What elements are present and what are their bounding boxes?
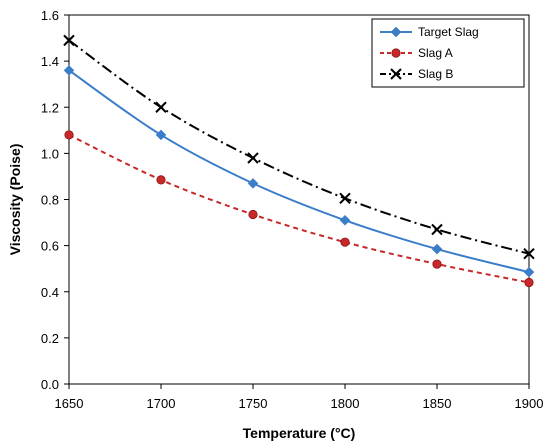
data-point-target-slag bbox=[523, 266, 535, 278]
legend-item-slag-b: Slag B bbox=[380, 67, 453, 81]
y-tick-label: 0.4 bbox=[41, 285, 59, 300]
data-point-slag-a bbox=[156, 175, 166, 185]
series-slag-b bbox=[63, 34, 535, 260]
data-point-target-slag bbox=[155, 129, 167, 141]
series-line-slag-b bbox=[68, 39, 530, 255]
y-tick-label: 1.0 bbox=[41, 146, 59, 161]
data-point-slag-b bbox=[247, 152, 259, 164]
x-tick-label: 1750 bbox=[239, 396, 268, 411]
series-line-slag-a bbox=[68, 134, 530, 284]
legend-swatch-marker bbox=[390, 68, 402, 80]
x-tick-label: 1900 bbox=[515, 396, 544, 411]
x-tick-label: 1800 bbox=[331, 396, 360, 411]
data-point-slag-a bbox=[340, 237, 350, 247]
data-point-target-slag bbox=[63, 64, 75, 76]
y-tick-label: 0.6 bbox=[41, 239, 59, 254]
legend-label: Target Slag bbox=[418, 25, 479, 39]
data-point-slag-a bbox=[432, 259, 442, 269]
x-tick-label: 1700 bbox=[147, 396, 176, 411]
legend: Target Slag Slag A Slag B bbox=[371, 18, 525, 88]
x-tick-label: 1850 bbox=[423, 396, 452, 411]
legend-item-slag-a: Slag A bbox=[380, 46, 453, 60]
y-tick-label: 0.8 bbox=[41, 193, 59, 208]
series-slag-a bbox=[64, 130, 534, 288]
x-axis-title: Temperature (°C) bbox=[243, 425, 356, 441]
data-point-target-slag bbox=[339, 214, 351, 226]
data-point-slag-a bbox=[524, 277, 534, 288]
data-point-target-slag bbox=[247, 178, 259, 189]
legend-swatch-marker bbox=[391, 48, 401, 58]
y-tick-label: 1.2 bbox=[41, 100, 59, 115]
series-target-slag bbox=[63, 64, 535, 278]
data-point-slag-a bbox=[64, 130, 74, 140]
series-line-target-slag bbox=[68, 69, 530, 274]
y-axis-title: Viscosity (Poise) bbox=[7, 144, 23, 256]
y-tick-label: 0.2 bbox=[41, 331, 59, 346]
data-point-slag-b bbox=[431, 223, 443, 236]
data-point-slag-b bbox=[339, 192, 351, 205]
data-point-target-slag bbox=[431, 243, 443, 255]
legend-swatch-marker bbox=[390, 26, 402, 38]
y-tick-label: 1.6 bbox=[41, 8, 59, 23]
data-point-slag-b bbox=[63, 34, 75, 47]
data-point-slag-b bbox=[523, 247, 535, 260]
legend-label: Slag B bbox=[418, 67, 453, 81]
y-tick-label: 0.0 bbox=[41, 377, 59, 392]
x-tick-label: 1650 bbox=[55, 396, 84, 411]
data-point-slag-a bbox=[248, 209, 258, 220]
y-tick-label: 1.4 bbox=[41, 54, 59, 69]
legend-label: Slag A bbox=[418, 46, 453, 60]
data-point-slag-b bbox=[155, 101, 167, 113]
legend-item-target-slag: Target Slag bbox=[380, 25, 479, 39]
